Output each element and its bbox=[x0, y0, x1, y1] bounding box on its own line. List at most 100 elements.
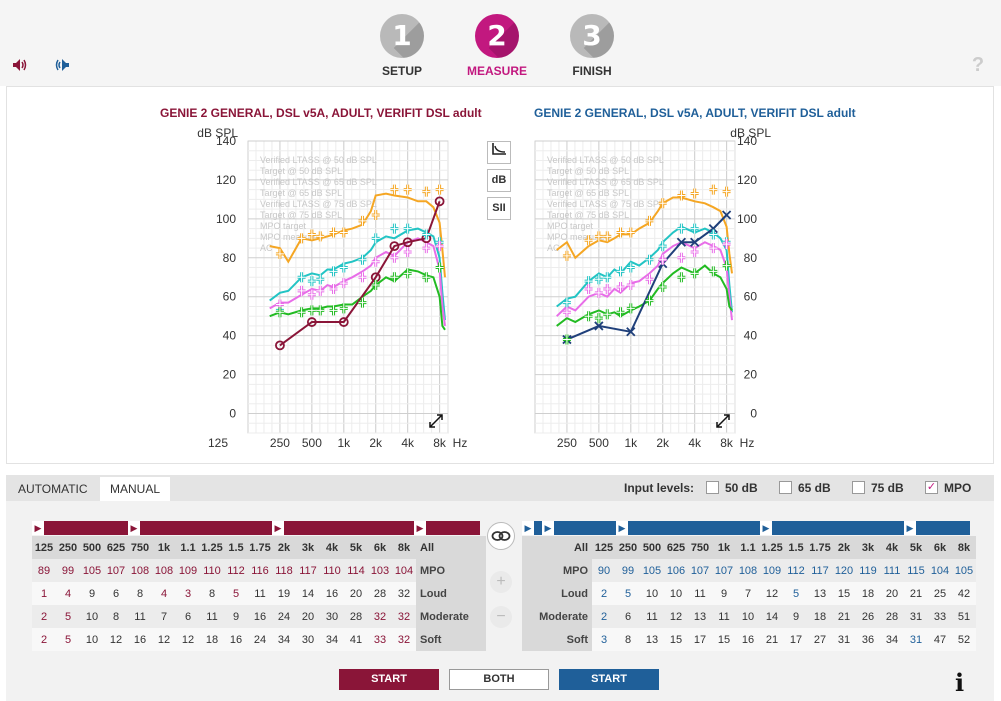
channel-handle[interactable]: ▶ bbox=[522, 521, 534, 535]
freq-header[interactable]: 2k bbox=[832, 536, 856, 559]
gain-cell[interactable]: 118 bbox=[272, 559, 296, 582]
row-label-loud[interactable]: Loud bbox=[522, 582, 592, 605]
gain-cell[interactable]: 16 bbox=[736, 628, 760, 651]
freq-header[interactable]: 1.1 bbox=[736, 536, 760, 559]
freq-header[interactable]: 1.25 bbox=[200, 536, 224, 559]
gain-cell[interactable]: 120 bbox=[832, 559, 856, 582]
gain-cell[interactable]: 18 bbox=[200, 628, 224, 651]
channel-handle[interactable]: ▶ bbox=[760, 521, 772, 535]
gain-cell[interactable]: 12 bbox=[176, 628, 200, 651]
all-column-header[interactable]: All bbox=[522, 536, 592, 559]
gain-cell[interactable]: 16 bbox=[128, 628, 152, 651]
freq-header[interactable]: 2k bbox=[272, 536, 296, 559]
gain-cell[interactable]: 34 bbox=[272, 628, 296, 651]
curve-view-button[interactable] bbox=[487, 141, 511, 164]
checkbox-mpo[interactable]: ✓ bbox=[925, 481, 938, 494]
freq-header[interactable]: 3k bbox=[856, 536, 880, 559]
gain-cell[interactable]: 108 bbox=[736, 559, 760, 582]
gain-cell[interactable]: 32 bbox=[392, 628, 416, 651]
channel-handle[interactable]: ▶ bbox=[272, 521, 284, 535]
freq-header[interactable]: 4k bbox=[880, 536, 904, 559]
freq-header[interactable]: 750 bbox=[128, 536, 152, 559]
gain-cell[interactable]: 107 bbox=[104, 559, 128, 582]
gain-cell[interactable]: 9 bbox=[80, 582, 104, 605]
gain-cell[interactable]: 52 bbox=[952, 628, 976, 651]
gain-cell[interactable]: 27 bbox=[808, 628, 832, 651]
freq-header[interactable]: 125 bbox=[32, 536, 56, 559]
gain-cell[interactable]: 36 bbox=[856, 628, 880, 651]
row-label-moderate[interactable]: Moderate bbox=[522, 605, 592, 628]
gain-cell[interactable]: 14 bbox=[296, 582, 320, 605]
gain-cell[interactable]: 26 bbox=[856, 605, 880, 628]
gain-cell[interactable]: 111 bbox=[880, 559, 904, 582]
gain-cell[interactable]: 10 bbox=[80, 605, 104, 628]
gain-cell[interactable]: 34 bbox=[880, 628, 904, 651]
freq-header[interactable]: 250 bbox=[56, 536, 80, 559]
freq-header[interactable]: 1.75 bbox=[808, 536, 832, 559]
gain-cell[interactable]: 34 bbox=[320, 628, 344, 651]
gain-cell[interactable]: 1 bbox=[32, 582, 56, 605]
gain-cell[interactable]: 3 bbox=[176, 582, 200, 605]
freq-header[interactable]: 500 bbox=[640, 536, 664, 559]
freq-header[interactable]: 250 bbox=[616, 536, 640, 559]
gain-cell[interactable]: 11 bbox=[712, 605, 736, 628]
gain-cell[interactable]: 16 bbox=[248, 605, 272, 628]
gain-cell[interactable]: 18 bbox=[808, 605, 832, 628]
gain-cell[interactable]: 114 bbox=[344, 559, 368, 582]
both-button[interactable]: BOTH bbox=[449, 669, 549, 690]
gain-cell[interactable]: 30 bbox=[320, 605, 344, 628]
gain-cell[interactable]: 47 bbox=[928, 628, 952, 651]
db-view-button[interactable]: dB bbox=[487, 169, 511, 192]
decrease-button[interactable]: − bbox=[490, 606, 512, 628]
gain-cell[interactable]: 105 bbox=[952, 559, 976, 582]
gain-cell[interactable]: 10 bbox=[664, 582, 688, 605]
gain-cell[interactable]: 33 bbox=[928, 605, 952, 628]
gain-cell[interactable]: 9 bbox=[224, 605, 248, 628]
gain-cell[interactable]: 2 bbox=[32, 628, 56, 651]
gain-cell[interactable]: 109 bbox=[176, 559, 200, 582]
gain-cell[interactable]: 90 bbox=[592, 559, 616, 582]
gain-cell[interactable]: 8 bbox=[104, 605, 128, 628]
step-finish[interactable]: 3 FINISH bbox=[547, 14, 637, 78]
row-label-moderate[interactable]: Moderate bbox=[416, 605, 486, 628]
freq-header[interactable]: 625 bbox=[104, 536, 128, 559]
freq-header[interactable]: 4k bbox=[320, 536, 344, 559]
gain-cell[interactable]: 89 bbox=[32, 559, 56, 582]
gain-cell[interactable]: 4 bbox=[56, 582, 80, 605]
gain-cell[interactable]: 15 bbox=[832, 582, 856, 605]
gain-cell[interactable]: 107 bbox=[688, 559, 712, 582]
gain-cell[interactable]: 104 bbox=[928, 559, 952, 582]
gain-cell[interactable]: 18 bbox=[856, 582, 880, 605]
left-channel-bar[interactable]: ▶ ▶ ▶ ▶ bbox=[32, 521, 480, 535]
gain-cell[interactable]: 15 bbox=[664, 628, 688, 651]
row-label-soft[interactable]: Soft bbox=[522, 628, 592, 651]
gain-cell[interactable]: 14 bbox=[760, 605, 784, 628]
gain-cell[interactable]: 24 bbox=[272, 605, 296, 628]
step-setup[interactable]: 1 SETUP bbox=[357, 14, 447, 78]
info-icon[interactable]: i bbox=[955, 668, 965, 697]
right-channel-bar[interactable]: ▶ ▶ ▶ ▶ ▶ bbox=[522, 521, 970, 535]
freq-header[interactable]: 750 bbox=[688, 536, 712, 559]
left-speaker-icon[interactable] bbox=[12, 58, 30, 75]
gain-cell[interactable]: 17 bbox=[688, 628, 712, 651]
gain-cell[interactable]: 31 bbox=[832, 628, 856, 651]
gain-cell[interactable]: 21 bbox=[760, 628, 784, 651]
row-label-mpo[interactable]: MPO bbox=[522, 559, 592, 582]
gain-cell[interactable]: 8 bbox=[200, 582, 224, 605]
gain-cell[interactable]: 6 bbox=[104, 582, 128, 605]
gain-cell[interactable]: 24 bbox=[248, 628, 272, 651]
all-column-header[interactable]: All bbox=[416, 536, 486, 559]
gain-cell[interactable]: 13 bbox=[640, 628, 664, 651]
gain-cell[interactable]: 5 bbox=[56, 628, 80, 651]
gain-cell[interactable]: 119 bbox=[856, 559, 880, 582]
gain-cell[interactable]: 11 bbox=[688, 582, 712, 605]
gain-cell[interactable]: 20 bbox=[880, 582, 904, 605]
freq-header[interactable]: 1.5 bbox=[224, 536, 248, 559]
gain-cell[interactable]: 2 bbox=[32, 605, 56, 628]
freq-header[interactable]: 125 bbox=[592, 536, 616, 559]
right-speaker-icon[interactable] bbox=[52, 58, 70, 75]
gain-cell[interactable]: 33 bbox=[368, 628, 392, 651]
gain-cell[interactable]: 6 bbox=[176, 605, 200, 628]
tab-manual[interactable]: MANUAL bbox=[100, 477, 171, 501]
gain-cell[interactable]: 2 bbox=[592, 605, 616, 628]
